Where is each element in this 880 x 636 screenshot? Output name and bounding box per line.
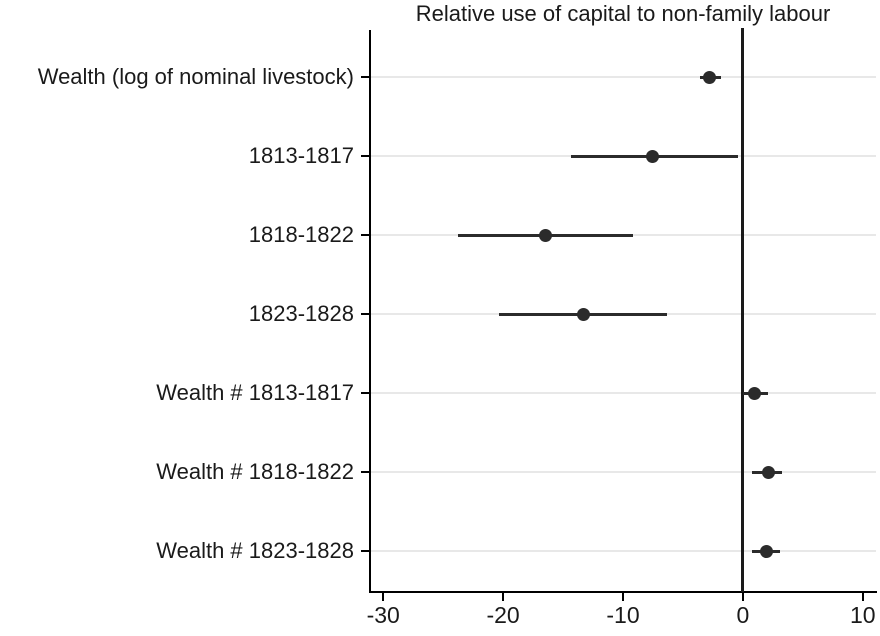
y-axis-line (369, 30, 371, 593)
category-label: 1823-1828 (248, 301, 354, 326)
x-tick-label: 10 (850, 602, 876, 628)
coefficient-marker (748, 386, 762, 400)
y-axis-tick (361, 471, 370, 473)
coefficient-marker (538, 228, 552, 242)
x-axis-tick (382, 592, 385, 601)
coefficient-marker (646, 149, 660, 163)
category-label: Wealth # 1813-1817 (156, 380, 354, 405)
gridline (370, 392, 876, 394)
gridline (370, 471, 876, 473)
y-axis-tick (361, 155, 370, 157)
x-tick-label: -20 (486, 602, 520, 628)
coefficient-marker (761, 465, 775, 479)
category-label: 1818-1822 (248, 222, 354, 247)
x-axis-tick (861, 592, 864, 601)
x-axis-tick (622, 592, 624, 601)
chart-title: Relative use of capital to non-family la… (415, 1, 831, 26)
zero-reference-line (741, 28, 745, 592)
category-label: 1813-1817 (248, 143, 354, 168)
category-label: Wealth # 1818-1822 (156, 459, 354, 484)
category-label: Wealth (log of nominal livestock) (37, 64, 354, 89)
coefficient-marker (760, 544, 774, 558)
y-axis-tick (361, 313, 370, 315)
gridline (370, 76, 876, 78)
y-axis-tick (361, 392, 370, 394)
x-axis-tick (741, 592, 744, 601)
x-tick-label: -10 (606, 602, 640, 628)
y-axis-tick (361, 550, 370, 552)
category-label: Wealth # 1823-1828 (156, 538, 354, 563)
x-tick-label: 0 (736, 602, 750, 628)
coefficient-marker (576, 307, 590, 321)
y-axis-tick (361, 234, 370, 236)
x-tick-label: -30 (366, 602, 400, 628)
coefficient-marker (702, 70, 716, 84)
gridline (370, 550, 876, 552)
y-axis-tick (361, 76, 370, 78)
x-axis-tick (502, 592, 505, 601)
